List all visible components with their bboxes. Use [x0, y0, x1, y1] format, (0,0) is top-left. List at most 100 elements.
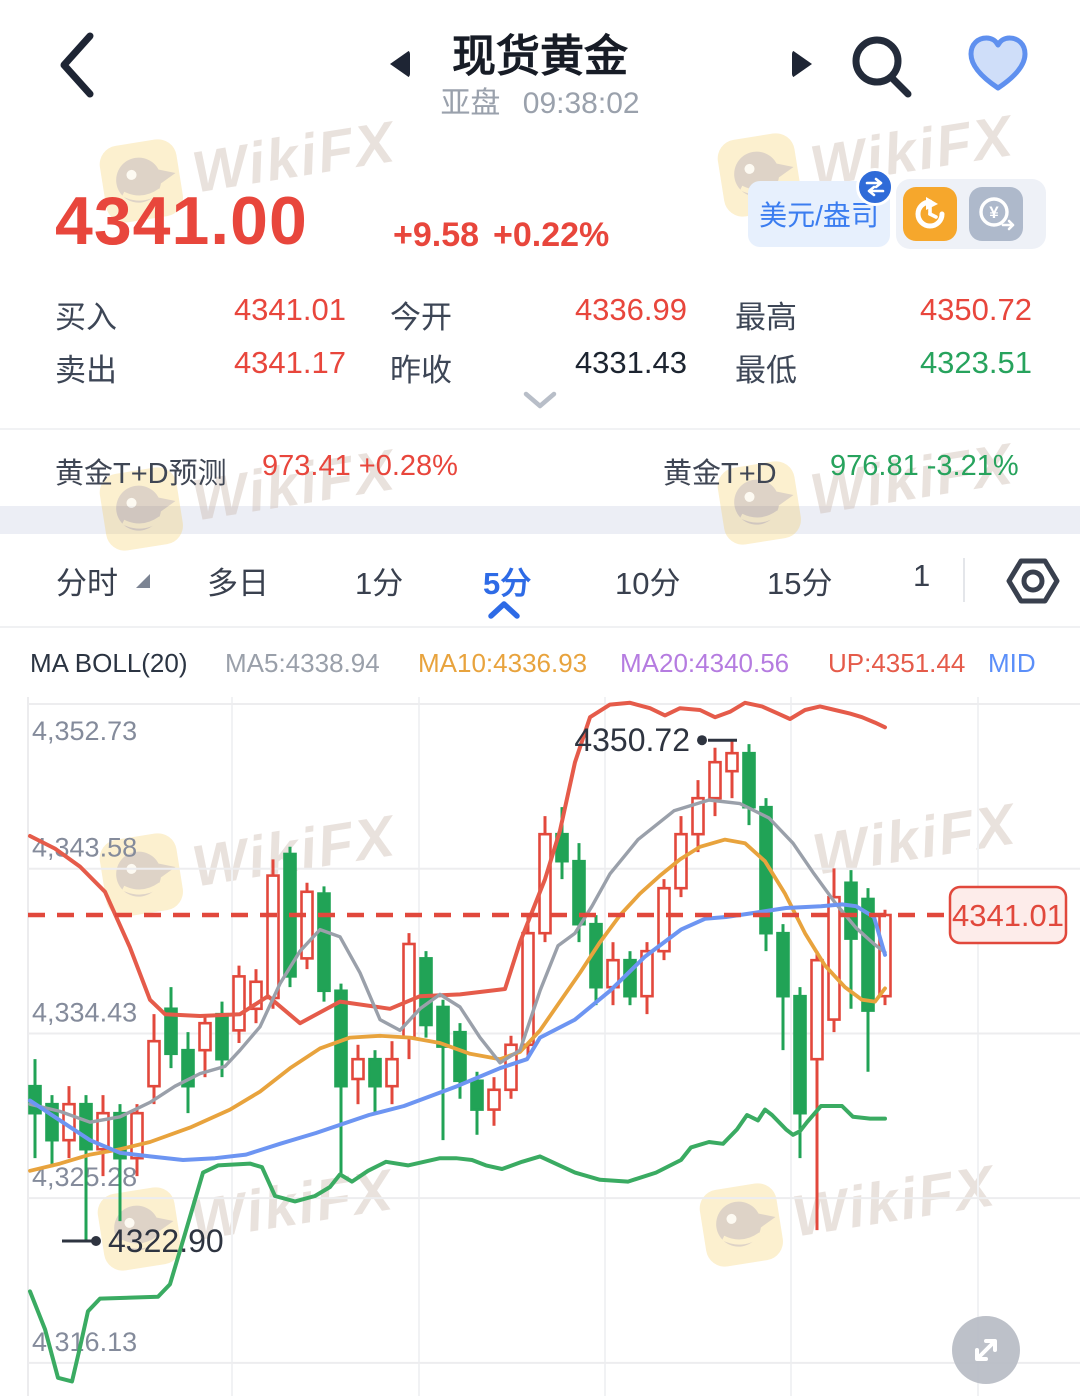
divider	[0, 626, 1080, 628]
swap-unit-icon[interactable]	[856, 168, 894, 206]
candle-down	[742, 751, 756, 809]
tab-timeline[interactable]: 分时	[56, 566, 118, 601]
prev-symbol-icon[interactable]	[390, 50, 410, 78]
line-ma10	[28, 837, 887, 1173]
chart-settings-icon[interactable]	[1004, 552, 1062, 610]
candle-down	[861, 897, 875, 1012]
stat-label-high: 最高	[735, 300, 797, 335]
divider	[963, 558, 965, 602]
candle-down	[45, 1102, 59, 1142]
candle-down	[776, 931, 790, 998]
line-upper	[28, 700, 887, 1026]
stat-value-buy: 4341.01	[233, 292, 346, 327]
candle-up	[266, 874, 280, 1000]
session-clock: 09:38:02	[522, 87, 640, 120]
high-annotation-label: 4350.72	[574, 722, 690, 758]
svg-text:¥: ¥	[989, 203, 999, 222]
candle-up	[708, 760, 722, 800]
candle-down	[419, 957, 433, 1027]
candle-up	[232, 975, 246, 1032]
candle-up	[657, 886, 671, 953]
candle-down	[113, 1111, 127, 1160]
low-annotation-label: 4322.90	[108, 1223, 224, 1259]
tab-10min[interactable]: 10分	[615, 566, 681, 601]
candle-up	[147, 1039, 161, 1088]
legend-up: UP:4351.44	[828, 648, 966, 678]
divider	[0, 428, 1080, 430]
stat-value-open: 4336.99	[574, 292, 687, 327]
search-icon[interactable]	[850, 34, 914, 100]
price-change: +9.58 +0.22%	[393, 216, 623, 255]
candle-up	[300, 890, 314, 960]
tab-multiday[interactable]: 多日	[207, 566, 269, 601]
tab-1hour[interactable]: 1	[913, 558, 931, 593]
candle-up	[691, 796, 705, 836]
session-time: 亚盘 09:38:02	[0, 78, 1080, 122]
candle-up	[385, 1057, 399, 1088]
legend-ma20: MA20:4340.56	[620, 648, 790, 678]
line-lower	[28, 1104, 887, 1384]
refresh-button[interactable]	[903, 187, 957, 241]
candle-up	[487, 1088, 501, 1111]
tab-15min[interactable]: 15分	[767, 566, 833, 601]
line-mid	[28, 902, 887, 1162]
candle-down	[164, 1007, 178, 1056]
currency-exchange-icon: ¥	[979, 197, 1015, 231]
stat-value-high: 4350.72	[919, 292, 1032, 327]
low-annotation-dot	[91, 1235, 101, 1246]
legend-ma10: MA10:4336.93	[418, 648, 588, 678]
stat-label-buy: 买入	[55, 300, 117, 335]
candle-down	[793, 994, 807, 1115]
tab-1min[interactable]: 1分	[355, 566, 404, 601]
candle-down	[215, 1012, 229, 1061]
legend-ma-boll: MA BOLL(20)	[30, 648, 188, 678]
legend-ma5: MA5:4338.94	[225, 648, 380, 678]
y-axis-label: 4,352.73	[32, 716, 137, 746]
stat-value-low: 4323.51	[919, 345, 1032, 380]
currency-convert-button[interactable]: ¥	[969, 187, 1023, 241]
td-value: 976.81 -3.21%	[830, 450, 1019, 482]
line-ma5	[28, 798, 887, 1124]
candle-up	[249, 980, 263, 1011]
candle-down	[79, 1102, 93, 1151]
candle-up	[198, 1021, 212, 1052]
current-price-label-box	[948, 885, 1068, 945]
td-forecast-label: 黄金T+D预测	[55, 458, 227, 490]
legend-mid: MID	[988, 648, 1036, 678]
stat-label-open: 今开	[390, 300, 452, 335]
candle-up	[351, 1057, 365, 1081]
change-percent: +0.22%	[493, 216, 610, 254]
candle-up	[827, 895, 841, 1021]
favorite-heart-icon[interactable]	[966, 34, 1030, 94]
candle-down	[844, 881, 858, 940]
tab-dropdown-triangle-icon[interactable]	[136, 574, 150, 588]
candle-down	[368, 1057, 382, 1088]
high-annotation-dot	[697, 735, 707, 746]
candle-down	[453, 1030, 467, 1083]
active-tab-caret-icon	[488, 601, 520, 619]
session-label: 亚盘	[440, 87, 501, 120]
fullscreen-expand-button[interactable]	[952, 1316, 1020, 1384]
y-axis-label: 4,334.43	[32, 997, 137, 1027]
tab-5min[interactable]: 5分	[483, 566, 532, 601]
stat-value-sell: 4341.17	[233, 345, 346, 380]
stat-value-prev-close: 4331.43	[574, 345, 687, 380]
candle-up	[96, 1111, 110, 1151]
y-axis-label: 4,343.58	[32, 833, 137, 863]
td-label: 黄金T+D	[663, 458, 777, 490]
expand-arrows-icon	[975, 1339, 997, 1361]
current-price-label: 4341.01	[952, 898, 1064, 933]
candle-down	[317, 892, 331, 993]
candle-up	[640, 949, 654, 998]
candle-up	[725, 751, 739, 773]
current-price: 4341.00	[55, 183, 308, 259]
page-title: 现货黄金	[452, 32, 628, 81]
change-value: +9.58	[393, 216, 480, 254]
candle-down	[181, 1048, 195, 1088]
next-symbol-icon[interactable]	[792, 50, 812, 78]
expand-stats-chevron-icon[interactable]	[516, 388, 564, 412]
candle-up	[810, 958, 824, 1061]
back-icon[interactable]	[56, 30, 100, 100]
